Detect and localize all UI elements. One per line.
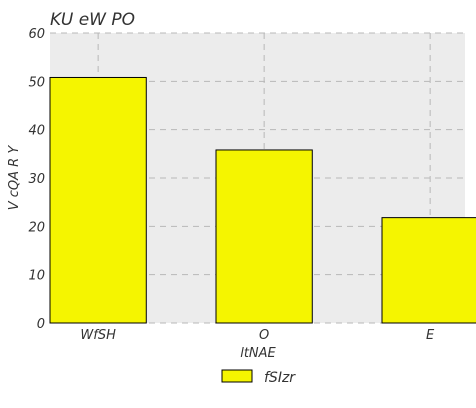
y-tick-label: 50 (28, 75, 45, 90)
y-axis-ticks: 0 10 20 30 40 50 60 (28, 27, 45, 332)
x-axis-label: ltNAE (240, 346, 276, 361)
bars (49, 76, 476, 324)
y-axis-label: V cQA R Y (7, 145, 22, 211)
x-tick-label: WfSH (80, 328, 116, 343)
x-tick-label: E (426, 328, 435, 343)
legend-swatch (221, 369, 253, 383)
y-tick-label: 20 (28, 220, 45, 235)
x-tick-label: O (259, 328, 269, 343)
y-tick-label: 10 (28, 269, 45, 284)
chart-title: KU eW PO (50, 10, 135, 30)
legend-label: fSIzr (264, 370, 296, 386)
bar-O (215, 149, 313, 324)
x-axis-ticks: WfSH O E (80, 328, 435, 343)
y-tick-label: 60 (28, 27, 45, 42)
y-tick-label: 40 (28, 124, 45, 139)
legend: fSIzr (221, 369, 296, 386)
bar-E (381, 217, 476, 324)
y-tick-label: 0 (37, 317, 45, 332)
bar-WfSH (49, 76, 147, 324)
y-tick-label: 30 (28, 172, 45, 187)
